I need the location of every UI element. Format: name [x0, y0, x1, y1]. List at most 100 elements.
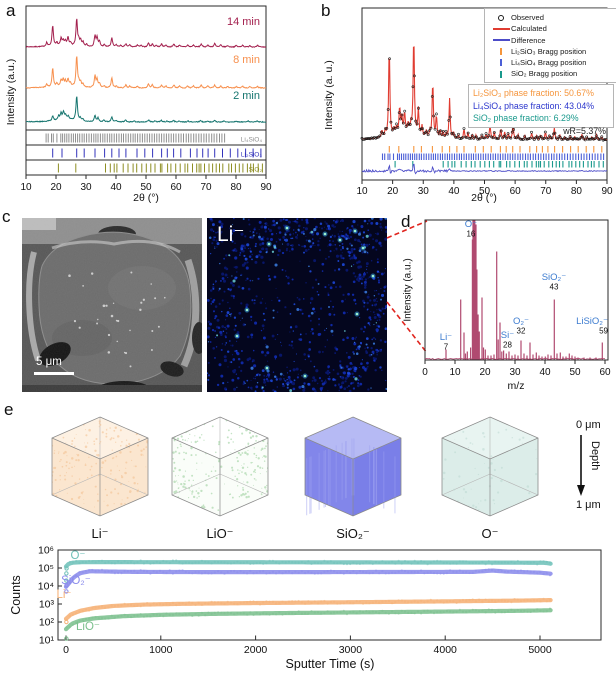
peak-annotation-label: Si⁻ [501, 330, 514, 341]
cube-hidden-edge [219, 473, 269, 496]
depth-arrow-icon [577, 435, 585, 496]
bragg-row-box [25, 129, 267, 146]
y-tick-label: 10⁶ [38, 545, 54, 557]
panel-e-cubes: Li⁻ LiO⁻ SiO₂⁻ O⁻ 0 μm Depth 1 μm [0, 403, 616, 543]
x-tick-label: 0 [422, 367, 428, 378]
scale-bar [34, 372, 74, 375]
peak-annotation-label: O₂⁻ [513, 316, 529, 327]
legend-marker [498, 14, 504, 21]
peak-annotation-label: Li⁻ [440, 332, 452, 343]
x-tick-label: 10 [449, 367, 461, 378]
stray-point [64, 589, 69, 594]
limap-hotspot [371, 274, 375, 278]
cube-label-li: Li⁻ [91, 526, 109, 541]
legend-row: SiO₂ Bragg position [491, 68, 613, 79]
legend-label: Difference [511, 35, 546, 45]
cube-right-face [100, 438, 148, 516]
cube-front-edges [304, 437, 402, 516]
depth-profile-chart: 10¹ 10² 10³ 10⁴ 10⁵ 10⁶ 0 1000 2000 3000 4000 5000 O… [38, 545, 602, 656]
stray-point [64, 566, 69, 571]
legend-marker [500, 59, 502, 67]
rietveld-legend: Observed Calculated Difference Li₂SiO₃ Brag… [484, 8, 616, 83]
panel-a: Li₄SiO₄ Li₂SiO₃ SiO₂ 10 20 30 40 50 60 70 80 90 14 m… [0, 0, 314, 207]
limap-hotspot [355, 312, 359, 316]
x-tick-label: 70 [540, 186, 552, 197]
limap-hotspot [285, 226, 289, 230]
peak-annotation-label: O⁻ [465, 219, 477, 230]
difference-curve [361, 163, 608, 175]
cube-front-edges [441, 437, 539, 516]
legend-marker [492, 27, 510, 30]
bragg-row-label: SiO₂ [249, 167, 263, 174]
panel-c-label: c [2, 207, 11, 226]
spectrum-peaks [445, 220, 603, 360]
x-tick-label: 50 [140, 182, 152, 193]
x-tick-label: 20 [50, 182, 62, 193]
bragg-ticks-b-2 [394, 161, 604, 168]
panel-b-label: b [321, 1, 331, 20]
connector-line-top [386, 220, 428, 239]
bragg-row-label: Li₂SiO₃ [241, 152, 262, 159]
peak-annotation-mz: 16 [466, 230, 475, 239]
series-label: 2 min [233, 90, 260, 102]
legend-label: SiO₂ Bragg position [511, 69, 578, 79]
panel-d: 0 10 20 30 40 50 60 Li⁻ 7 O⁻ 16 Si⁻ 28 O₂⁻ 32 SiO₂⁻ 43 Li… [395, 210, 616, 402]
legend-symbol-line-icon [491, 27, 511, 30]
cube-hidden-edge [441, 473, 491, 496]
cube-speckle [172, 417, 268, 516]
x-tick-label: 1000 [149, 644, 173, 656]
y-tick-label: 10³ [39, 599, 55, 611]
y-tick-label: 10² [39, 617, 55, 629]
legend-label: Li₂SiO₃ Bragg position [511, 46, 587, 56]
cube-3 [441, 416, 539, 517]
profile-band-2 [63, 598, 553, 621]
x-tick-label: 3000 [339, 644, 363, 656]
cube-1 [171, 416, 269, 517]
depth-top-label: 0 μm [576, 419, 601, 431]
series-label-1: SiO₂⁻ [61, 575, 91, 587]
phase-fraction-line: Li₂SiO₃ phase fraction: 50.67% [473, 88, 594, 98]
limap-hotspot [353, 229, 357, 233]
cube-0 [51, 416, 149, 517]
profile-dots-1 [65, 568, 552, 589]
panel-d-label: d [401, 212, 411, 231]
profile-dots-3 [65, 607, 552, 629]
cube-label-sio2: SiO₂⁻ [336, 526, 370, 541]
panel-b-y-axis-title: Intensity (a. u.) [323, 60, 335, 130]
limap-hotspot [338, 238, 342, 242]
series-label-0: O⁻ [70, 550, 85, 562]
limap-hotspot [267, 242, 271, 246]
legend-symbol-line-icon [491, 39, 511, 42]
x-tick-label: 90 [260, 182, 272, 193]
legend-marker [500, 48, 502, 56]
legend-row: Li₂SiO₃ Bragg position [491, 46, 613, 57]
panel-d-x-axis-title: m/z [507, 380, 525, 392]
x-tick-label: 30 [509, 367, 521, 378]
cube-2 [304, 416, 402, 517]
profile-band-0 [63, 560, 553, 569]
x-tick-label: 70 [200, 182, 212, 193]
legend-row: Difference [491, 35, 613, 46]
x-tick-label: 20 [387, 186, 399, 197]
limap-hotspot [235, 334, 239, 338]
observed-points [360, 57, 608, 142]
panel-e-depth-profile: 10¹ 10² 10³ 10⁴ 10⁵ 10⁶ 0 1000 2000 3000 4000 5000 O… [0, 540, 616, 673]
sem-grain-overlay [22, 218, 202, 392]
stray-point [64, 578, 69, 583]
cube-front-edges [51, 437, 149, 516]
legend-label: Calculated [511, 24, 547, 34]
mass-spec-plot-box [424, 219, 609, 361]
profile-dots-2 [65, 597, 552, 621]
peak-annotation-mz: 32 [517, 327, 526, 336]
cube-left-face [172, 438, 220, 516]
cube-right-face [490, 438, 538, 516]
y-tick-label: 10⁵ [38, 563, 54, 575]
bragg-ticks-a-2 [57, 163, 263, 173]
panel-b: 10 20 30 40 50 60 70 80 90 Intensity (a. u.) 2θ … [316, 0, 616, 207]
cube-left-face [442, 438, 490, 516]
phase-fraction-box: Li₂SiO₃ phase fraction: 50.67% Li₄SiO₄ ph… [468, 84, 614, 128]
stray-point [64, 619, 69, 625]
limap-speckle [207, 218, 387, 392]
legend-label: Observed [511, 13, 544, 22]
x-tick-label: 80 [230, 182, 242, 193]
